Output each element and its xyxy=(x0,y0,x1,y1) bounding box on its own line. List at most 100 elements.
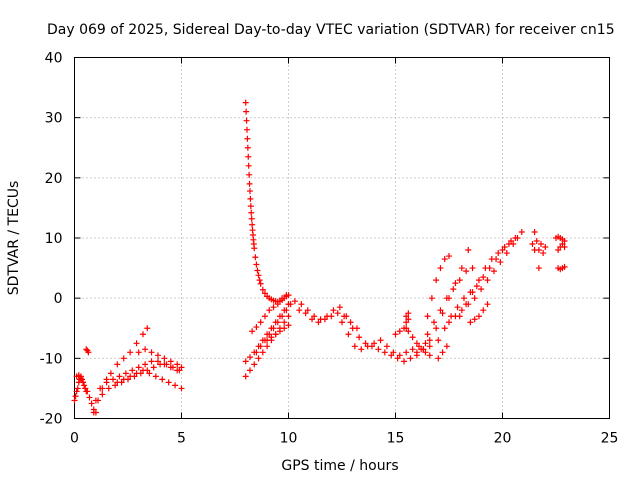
data-point xyxy=(396,328,403,335)
data-point xyxy=(112,382,119,389)
data-point xyxy=(110,376,117,383)
series-t25 xyxy=(467,301,491,326)
data-point xyxy=(535,247,542,254)
x-tick-label: 10 xyxy=(280,431,298,447)
data-point xyxy=(71,397,78,404)
data-point xyxy=(167,358,174,365)
series-t27 xyxy=(529,228,549,272)
data-point xyxy=(424,313,431,320)
data-point xyxy=(253,324,260,331)
data-point xyxy=(518,228,525,235)
data-point xyxy=(452,280,459,287)
series-t6 xyxy=(114,367,185,392)
data-point xyxy=(311,313,318,320)
data-point xyxy=(413,340,420,347)
data-point xyxy=(139,367,146,374)
data-point xyxy=(561,238,568,245)
data-point xyxy=(508,238,515,245)
data-point xyxy=(439,310,446,317)
data-point xyxy=(255,355,262,362)
data-point xyxy=(475,313,482,320)
data-point xyxy=(254,267,261,274)
data-point xyxy=(405,316,412,323)
data-point xyxy=(334,310,341,317)
data-point xyxy=(416,343,423,350)
data-point xyxy=(428,295,435,302)
data-point xyxy=(243,126,250,133)
data-point xyxy=(403,313,410,320)
data-point xyxy=(407,355,414,362)
data-point xyxy=(443,295,450,302)
data-point xyxy=(247,195,254,202)
series-t20 xyxy=(424,265,476,338)
data-point xyxy=(279,313,286,320)
data-point xyxy=(81,382,88,389)
data-point xyxy=(246,180,253,187)
data-point xyxy=(437,307,444,314)
series-t12 xyxy=(249,292,290,335)
data-point xyxy=(514,235,521,241)
data-point xyxy=(248,209,255,216)
series-t10 xyxy=(242,313,292,380)
series-t5 xyxy=(97,358,181,392)
data-point xyxy=(107,370,114,377)
data-point xyxy=(422,340,429,347)
data-point xyxy=(243,108,250,115)
data-point xyxy=(302,310,309,317)
y-tick-label: -20 xyxy=(40,412,63,428)
data-point xyxy=(437,265,444,272)
data-point xyxy=(405,328,412,335)
y-tick-label: 30 xyxy=(45,111,63,127)
data-point xyxy=(490,268,497,275)
data-point xyxy=(242,358,249,365)
x-tick-label: 25 xyxy=(601,431,619,447)
data-point xyxy=(364,343,371,350)
data-point xyxy=(285,322,292,329)
data-point xyxy=(409,346,416,353)
data-point xyxy=(122,370,129,377)
series-t1 xyxy=(73,372,99,416)
data-point xyxy=(394,355,401,362)
data-point xyxy=(471,295,478,302)
data-point xyxy=(88,400,95,407)
series-t22 xyxy=(435,228,525,344)
y-tick-label: -10 xyxy=(40,351,63,367)
data-point xyxy=(146,370,153,377)
data-point xyxy=(279,295,286,302)
data-point xyxy=(261,313,268,320)
data-point xyxy=(246,188,253,195)
x-tick-label: 0 xyxy=(70,431,79,447)
data-point xyxy=(251,245,258,252)
data-point xyxy=(358,346,365,353)
data-point xyxy=(105,385,112,392)
x-tick-label: 15 xyxy=(387,431,405,447)
data-point xyxy=(488,256,495,263)
data-point xyxy=(456,277,463,284)
data-point xyxy=(446,319,452,326)
data-point xyxy=(392,331,399,338)
data-point xyxy=(244,144,251,151)
data-point xyxy=(246,354,253,361)
data-point xyxy=(249,328,256,335)
y-tick-labels: -20 -10 0 10 20 30 40 xyxy=(40,51,63,428)
series-t14 xyxy=(285,298,433,365)
data-point xyxy=(127,373,134,380)
data-point xyxy=(353,325,360,332)
data-point xyxy=(242,373,249,380)
series-t2 xyxy=(83,346,92,356)
data-point xyxy=(274,301,281,308)
data-point xyxy=(465,247,472,254)
data-point xyxy=(172,382,179,389)
data-point xyxy=(403,349,410,356)
chart-title: Day 069 of 2025, Sidereal Day-to-day VTE… xyxy=(47,22,615,38)
data-point xyxy=(252,254,259,261)
data-point xyxy=(174,367,181,374)
data-point xyxy=(154,352,161,359)
data-point xyxy=(426,352,433,359)
data-point xyxy=(133,340,140,347)
data-point xyxy=(78,376,85,383)
data-point xyxy=(396,352,403,359)
data-point xyxy=(90,409,97,416)
data-point xyxy=(253,261,260,268)
